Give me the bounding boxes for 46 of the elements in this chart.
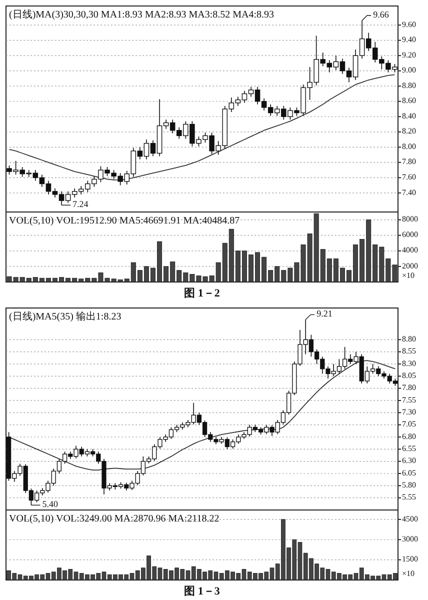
y-tick-label: 8.05 <box>402 370 416 380</box>
y-tick-label: 6.80 <box>402 432 416 441</box>
y-tick-label: 7.40 <box>402 188 416 197</box>
annotation: 9.66 <box>373 10 390 20</box>
y-axis-title: ×10 <box>402 270 415 280</box>
y-tick-label: 2000 <box>402 261 418 270</box>
caption: 图 1－3 <box>184 586 220 598</box>
y-axis-title: ×10 <box>402 568 415 578</box>
annotation: 5.40 <box>42 499 58 510</box>
y-tick-label: 6.30 <box>402 456 416 466</box>
y-tick-label: 7.80 <box>402 157 416 166</box>
y-tick-label: 8.00 <box>402 142 416 151</box>
y-tick-label: 9.20 <box>402 50 416 60</box>
y-tick-label: 3000 <box>402 534 418 544</box>
y-tick-label: 8.20 <box>402 126 416 136</box>
y-tick-label: 8.30 <box>402 358 416 368</box>
chart-title: VOL(5,10) VOL:19512.90 MA5:46691.91 MA:40484.87 <box>9 215 240 226</box>
y-tick-label: 1500 <box>402 554 418 564</box>
line-series <box>8 74 396 180</box>
chart-title: (日线)MA(3)30,30,30 MA1:8.93 MA2:8.93 MA3:8.52 MA4:8.93 <box>9 8 274 20</box>
annotation: 7.24 <box>72 199 89 210</box>
y-tick-label: 7.05 <box>402 420 416 429</box>
y-tick-label: 7.30 <box>402 407 416 416</box>
y-tick-label: 9.40 <box>402 35 416 44</box>
y-tick-label: 8.80 <box>402 334 416 344</box>
y-tick-label: 9.60 <box>402 20 416 29</box>
y-tick-label: 7.80 <box>402 383 416 392</box>
y-tick-label: 5.55 <box>402 492 416 502</box>
chart-title: VOL(5,10) VOL:3249.00 MA:2870.96 MA:2118.22 <box>9 513 220 524</box>
chart-title: (日线)MA5(35) 输出1:8.23 <box>9 310 122 322</box>
y-tick-label: 8.60 <box>402 96 416 106</box>
y-tick-label: 8.40 <box>402 111 416 120</box>
y-tick-label: 6.05 <box>402 468 416 478</box>
y-tick-label: 8.55 <box>402 346 416 356</box>
y-tick-label: 9.00 <box>402 66 416 75</box>
y-tick-label: 5.80 <box>402 480 416 490</box>
y-tick-label: 8.80 <box>402 80 416 90</box>
y-tick-label: 6000 <box>402 230 418 240</box>
y-tick-label: 4000 <box>402 246 418 255</box>
y-tick-label: 4500 <box>402 514 418 524</box>
caption: 图 1－2 <box>184 288 220 300</box>
y-tick-label: 8000 <box>402 214 418 224</box>
annotation: 9.21 <box>316 308 332 319</box>
y-tick-label: 7.60 <box>402 172 416 182</box>
y-tick-label: 6.55 <box>402 444 416 453</box>
y-tick-label: 7.55 <box>402 395 416 404</box>
